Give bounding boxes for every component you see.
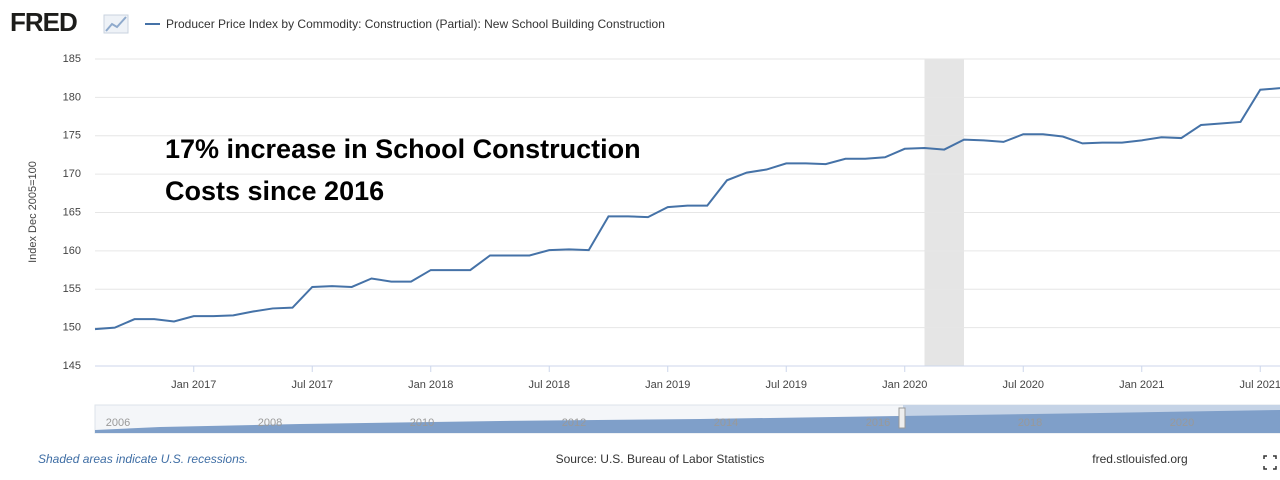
y-tick-label: 185: [63, 53, 81, 65]
navigator: 2006 2008 2010 2012 2014 2016 2018 2020: [94, 404, 1280, 434]
y-tick-label: 180: [63, 91, 81, 103]
annotation: 17% increase in School Construction: [165, 134, 641, 164]
navigator-handle: [898, 407, 906, 429]
logo: FRED: [10, 7, 77, 37]
logo-icon: [103, 14, 129, 34]
recession-note: Shaded areas indicate U.S. recessions.: [38, 452, 248, 466]
navigator-label: 2016: [866, 417, 890, 429]
y-tick-label: 155: [63, 283, 81, 295]
x-tick-label: Jan 2021: [1119, 379, 1164, 391]
navigator-label: 2010: [410, 417, 434, 429]
navigator-label: 2008: [258, 417, 282, 429]
x-tick-label: Jul 2021: [1239, 379, 1280, 391]
y-tick-label: 145: [63, 360, 81, 372]
annotation: Costs since 2016: [165, 176, 384, 206]
navigator-label: 2018: [1018, 417, 1042, 429]
y-tick-label: 150: [63, 322, 81, 334]
chart-title: Producer Price Index by Commodity: Const…: [166, 17, 665, 31]
fullscreen-icon[interactable]: [1263, 455, 1277, 470]
x-tick-label: Jul 2018: [528, 379, 570, 391]
x-tick-label: Jul 2017: [291, 379, 333, 391]
x-tick-label: Jul 2020: [1002, 379, 1044, 391]
y-tick-label: 160: [63, 245, 81, 257]
source: Source: U.S. Bureau of Labor Statistics: [556, 452, 765, 466]
x-tick-label: Jan 2017: [171, 379, 216, 391]
navigator-label: 2014: [714, 417, 738, 429]
navigator-label: 2020: [1170, 417, 1194, 429]
y-tick-label: 175: [63, 130, 81, 142]
navigator-label: 2012: [562, 417, 586, 429]
x-tick-label: Jan 2019: [645, 379, 690, 391]
y-tick-label: 170: [63, 168, 81, 180]
navigator-label: 2006: [106, 417, 130, 429]
y-axis-label: Index Dec 2005=100: [27, 161, 39, 263]
navigator-area: [95, 410, 1280, 433]
site: fred.stlouisfed.org: [1092, 452, 1187, 466]
x-tick-label: Jan 2020: [882, 379, 927, 391]
y-tick-label: 165: [63, 206, 81, 218]
series-line: [94, 87, 1280, 331]
x-tick-label: Jul 2019: [765, 379, 807, 391]
x-tick-label: Jan 2018: [408, 379, 453, 391]
